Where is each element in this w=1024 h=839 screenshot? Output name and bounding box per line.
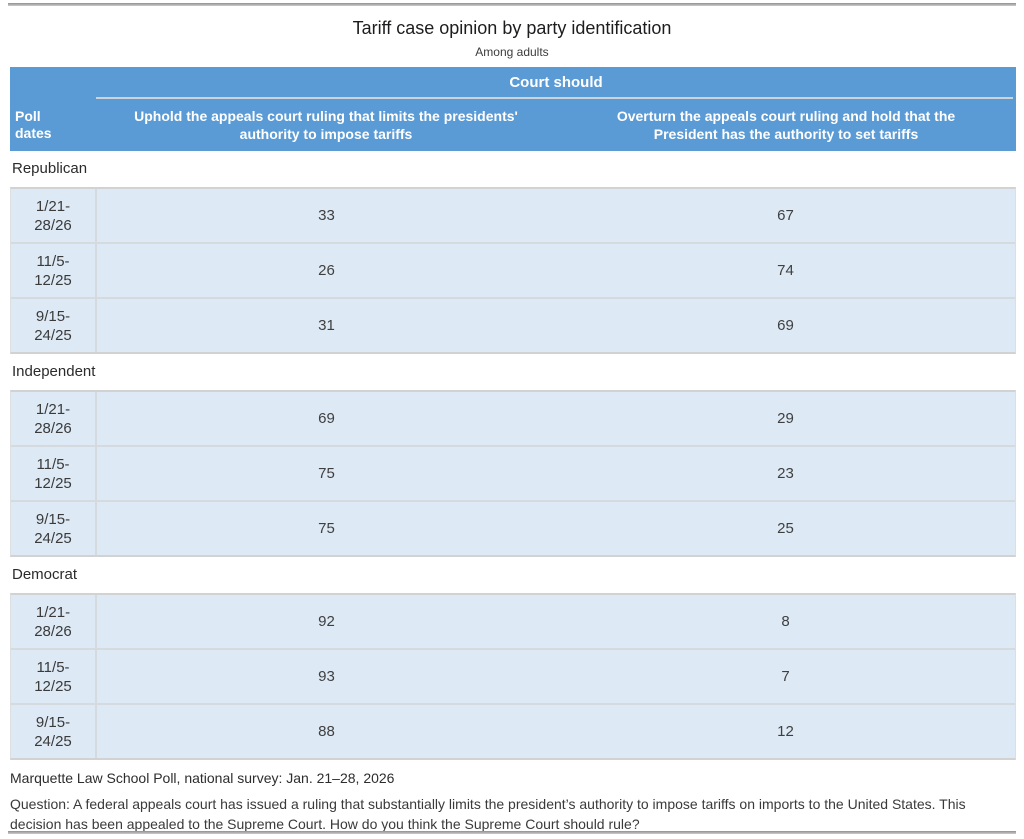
poll-results-table: Court should Poll dates Uphold the appea… xyxy=(10,67,1016,760)
table-row: 11/5- 12/25 93 7 xyxy=(11,648,1015,703)
poll-dates-cell: 11/5- 12/25 xyxy=(11,244,97,297)
poll-dates-cell: 9/15- 24/25 xyxy=(11,299,97,352)
uphold-value-cell: 92 xyxy=(318,613,335,630)
overturn-value-cell: 74 xyxy=(777,262,794,279)
overturn-value-cell: 67 xyxy=(777,207,794,224)
table-row: 9/15- 24/25 31 69 xyxy=(11,297,1015,352)
poll-dates-cell: 1/21- 28/26 xyxy=(11,595,97,648)
overturn-value-cell: 69 xyxy=(777,317,794,334)
poll-dates-cell: 9/15- 24/25 xyxy=(11,705,97,758)
overturn-value-cell: 8 xyxy=(781,613,790,630)
poll-dates-cell: 1/21- 28/26 xyxy=(11,189,97,242)
top-divider xyxy=(8,3,1016,6)
page-title: Tariff case opinion by party identificat… xyxy=(352,18,672,38)
section-label: Republican xyxy=(12,160,88,177)
poll-dates-cell: 11/5- 12/25 xyxy=(11,650,97,703)
overturn-value-cell: 29 xyxy=(777,410,794,427)
table-row: 9/15- 24/25 88 12 xyxy=(11,703,1015,758)
poll-dates-cell: 1/21- 28/26 xyxy=(11,392,97,445)
column-header-row: Poll dates Uphold the appeals court ruli… xyxy=(10,99,1016,151)
section-rows: 1/21- 28/26 33 67 11/5- 12/25 26 74 9/15… xyxy=(10,187,1016,354)
uphold-value-cell: 33 xyxy=(318,207,335,224)
page-subtitle: Among adults xyxy=(475,45,549,59)
table-row: 1/21- 28/26 69 29 xyxy=(11,392,1015,445)
party-section-democrat: Democrat 1/21- 28/26 92 8 11/5- 12/25 93… xyxy=(10,557,1016,760)
uphold-value-cell: 69 xyxy=(318,410,335,427)
overturn-value-cell: 7 xyxy=(781,668,790,685)
table-row: 1/21- 28/26 92 8 xyxy=(11,595,1015,648)
table-row: 11/5- 12/25 26 74 xyxy=(11,242,1015,297)
source-note: Marquette Law School Poll, national surv… xyxy=(10,770,395,786)
section-label: Independent xyxy=(12,363,96,380)
party-section-independent: Independent 1/21- 28/26 69 29 11/5- 12/2… xyxy=(10,354,1016,557)
overturn-value-cell: 23 xyxy=(777,465,794,482)
column-header-uphold: Uphold the appeals court ruling that lim… xyxy=(134,108,518,142)
overturn-value-cell: 12 xyxy=(777,723,794,740)
uphold-value-cell: 88 xyxy=(318,723,335,740)
section-rows: 1/21- 28/26 92 8 11/5- 12/25 93 7 9/15- … xyxy=(10,593,1016,760)
poll-dates-cell: 11/5- 12/25 xyxy=(11,447,97,500)
table-row: 1/21- 28/26 33 67 xyxy=(11,189,1015,242)
table-header: Court should Poll dates Uphold the appea… xyxy=(10,67,1016,151)
column-header-poll-dates: Poll dates xyxy=(15,108,52,141)
poll-dates-cell: 9/15- 24/25 xyxy=(11,502,97,555)
uphold-value-cell: 75 xyxy=(318,520,335,537)
uphold-value-cell: 93 xyxy=(318,668,335,685)
question-text: Question: A federal appeals court has is… xyxy=(10,796,966,832)
party-section-republican: Republican 1/21- 28/26 33 67 11/5- 12/25… xyxy=(10,151,1016,354)
uphold-value-cell: 31 xyxy=(318,317,335,334)
section-label: Democrat xyxy=(12,566,78,583)
group-header-divider xyxy=(96,97,1013,99)
group-header-label: Court should xyxy=(509,73,603,91)
group-header-row: Court should xyxy=(10,67,1016,97)
section-rows: 1/21- 28/26 69 29 11/5- 12/25 75 23 9/15… xyxy=(10,390,1016,557)
table-row: 9/15- 24/25 75 25 xyxy=(11,500,1015,555)
overturn-value-cell: 25 xyxy=(777,520,794,537)
bottom-divider xyxy=(8,831,1016,834)
table-row: 11/5- 12/25 75 23 xyxy=(11,445,1015,500)
column-header-overturn: Overturn the appeals court ruling and ho… xyxy=(616,108,956,142)
uphold-value-cell: 26 xyxy=(318,262,335,279)
uphold-value-cell: 75 xyxy=(318,465,335,482)
